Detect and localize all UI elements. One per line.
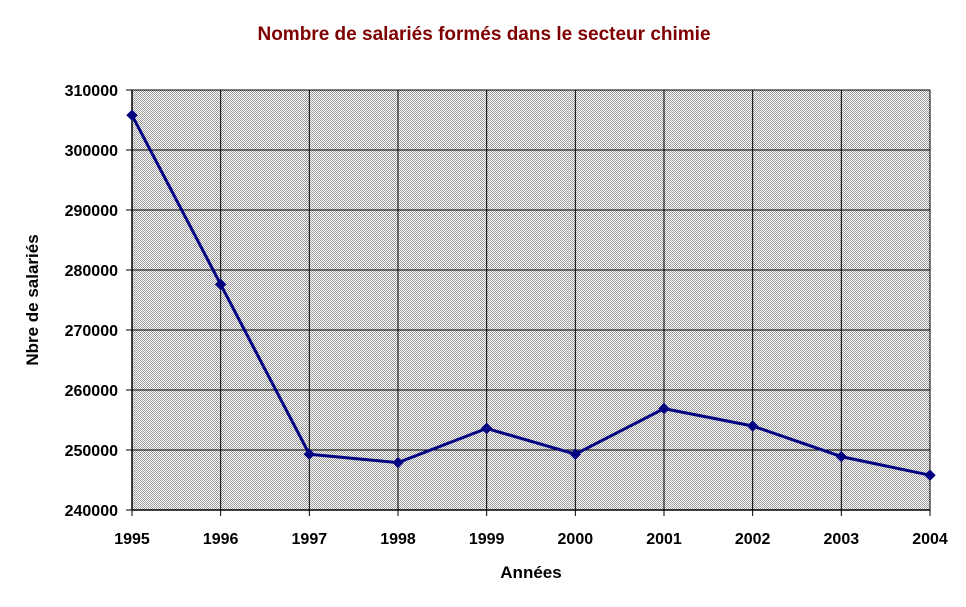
- data-point-marker: [569, 448, 582, 460]
- y-tick-label: 310000: [65, 83, 118, 100]
- series-salaries: [126, 109, 936, 481]
- data-point-marker: [214, 278, 227, 291]
- x-tick-label: 1996: [203, 531, 239, 548]
- axes: [131, 90, 930, 511]
- series-line: [130, 114, 931, 477]
- data-point-marker: [480, 422, 493, 435]
- x-axis-ticks: 1995 1996 1997 1998 1999 2000 2001 2002 2003 2004: [114, 510, 948, 548]
- x-tick-label: 2000: [558, 531, 594, 548]
- data-point-marker: [835, 450, 848, 463]
- data-point-marker: [303, 448, 316, 460]
- x-tick-label: 2001: [646, 531, 682, 548]
- x-tick-label: 2002: [735, 531, 771, 548]
- gridlines: [132, 89, 931, 510]
- y-tick-label: 260000: [65, 383, 118, 400]
- x-tick-label: 2004: [912, 531, 948, 548]
- x-tick-label: 1997: [292, 531, 328, 548]
- data-point-marker: [924, 469, 936, 481]
- data-point-marker: [392, 456, 404, 469]
- chart-title: Nombre de salariés formés dans le secteu…: [257, 24, 710, 45]
- data-point-marker: [746, 420, 759, 432]
- y-axis-label: Nbre de salariés: [23, 234, 42, 365]
- y-tick-label: 240000: [65, 503, 118, 520]
- x-tick-label: 1995: [114, 531, 150, 548]
- y-tick-label: 250000: [65, 443, 118, 460]
- y-tick-label: 280000: [65, 263, 118, 280]
- y-axis-ticks: 240000 250000 260000 270000 280000 290000 3000…: [65, 83, 132, 520]
- data-point-marker: [658, 402, 670, 415]
- data-point-marker: [126, 109, 138, 121]
- y-tick-label: 270000: [65, 323, 118, 340]
- y-tick-label: 290000: [65, 203, 118, 220]
- x-tick-label: 1998: [380, 531, 416, 548]
- x-tick-label: 2003: [824, 531, 860, 548]
- y-tick-label: 300000: [65, 143, 118, 160]
- x-tick-label: 1999: [469, 531, 505, 548]
- x-axis-label: Années: [500, 563, 561, 582]
